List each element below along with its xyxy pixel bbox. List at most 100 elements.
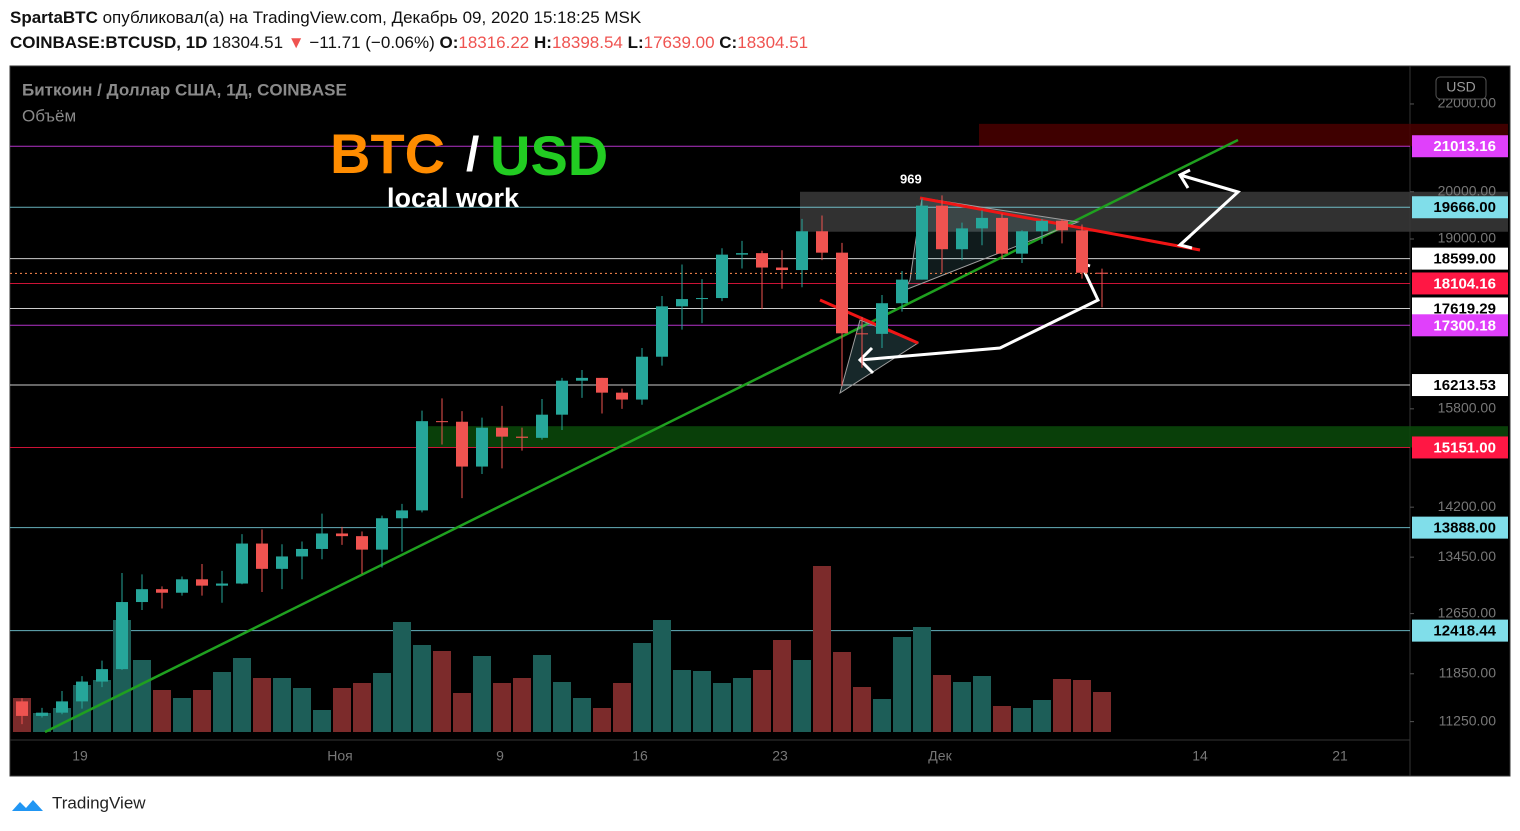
volume-bar — [353, 683, 371, 732]
h-value: 18398.54 — [552, 33, 623, 52]
x-tick-label: 9 — [496, 748, 504, 764]
down-icon: ▼ — [288, 33, 305, 52]
volume-bar — [993, 706, 1011, 732]
x-tick-label: 23 — [772, 748, 788, 764]
candle-body — [216, 583, 228, 586]
volume-bar — [513, 678, 531, 732]
x-tick-label: 19 — [72, 748, 88, 764]
author: SpartaBTC — [10, 8, 98, 27]
volume-bar — [193, 690, 211, 732]
volume-bar — [893, 637, 911, 732]
h-label: H: — [534, 33, 552, 52]
trend-line — [44, 138, 1239, 734]
level-label: 17300.18 — [1433, 317, 1496, 334]
level-badge — [1412, 619, 1508, 642]
candle-body — [116, 602, 128, 670]
level-badge — [1412, 272, 1508, 295]
volume-bar — [33, 713, 51, 732]
candle-body — [136, 589, 148, 603]
candle-body — [196, 579, 208, 586]
volume-bar — [633, 643, 651, 732]
candle-body — [336, 533, 348, 537]
volume-bar — [653, 620, 671, 732]
levels — [10, 145, 1410, 632]
candle-body — [976, 217, 988, 229]
volume-bar — [553, 682, 571, 732]
subtitle: local work — [387, 183, 520, 213]
l-value: 17639.00 — [644, 33, 715, 52]
level-badge — [1412, 374, 1508, 397]
arrow-head — [857, 346, 875, 375]
level-label: 12418.44 — [1433, 623, 1496, 640]
candle-body — [1036, 220, 1048, 232]
level-badge — [1412, 436, 1508, 459]
level-badge — [1412, 297, 1508, 320]
volume-bar — [813, 566, 831, 732]
candle-body — [736, 253, 748, 255]
y-tick-label: 13450.00 — [1438, 548, 1497, 564]
published: опубликовал(а) на TradingView.com, Декаб… — [103, 8, 642, 27]
candle-body — [476, 427, 488, 467]
candle-body — [756, 253, 768, 268]
zone — [979, 123, 1508, 147]
candle-body — [296, 548, 308, 557]
volume-bar — [133, 660, 151, 732]
volume-bar — [933, 675, 951, 732]
l-label: L: — [628, 33, 644, 52]
volume-bar — [833, 652, 851, 732]
x-tick-label: Ноя — [327, 748, 352, 764]
o-label: O: — [439, 33, 458, 52]
logo-icon — [12, 800, 43, 811]
volume-bar — [713, 683, 731, 732]
volume-bar — [1093, 692, 1111, 732]
volume-bar — [873, 699, 891, 732]
y-tick-label: 14200.00 — [1438, 498, 1497, 514]
arrow-head — [1176, 234, 1193, 250]
candle-body — [316, 533, 328, 549]
candle-body — [636, 356, 648, 400]
candle-body — [836, 252, 848, 334]
volume-bar — [1073, 680, 1091, 732]
candle-body — [1056, 220, 1068, 231]
candle-body — [576, 377, 588, 381]
candle-body — [356, 536, 368, 550]
y-tick-label: 15800.00 — [1438, 400, 1497, 416]
arrow-head — [1177, 168, 1191, 189]
volume-bar — [613, 683, 631, 732]
level-badge — [1412, 196, 1508, 219]
candle-body — [656, 306, 668, 357]
level-label: 13888.00 — [1433, 520, 1496, 537]
brand: TradingView — [52, 793, 146, 812]
volume-bar — [533, 655, 551, 732]
volume-bar — [413, 645, 431, 732]
volume-bar — [213, 672, 231, 732]
candle-body — [416, 421, 428, 511]
candle-body — [436, 421, 448, 423]
price-axis: 22000.0020000.0019000.0015800.0014200.00… — [1410, 95, 1508, 728]
footer-logo: TradingView — [12, 793, 146, 812]
candle-body — [696, 298, 708, 300]
candle-body — [16, 701, 28, 716]
volume-bar — [753, 670, 771, 732]
peak-label: 969 — [900, 171, 922, 186]
volume-bar — [373, 673, 391, 732]
candle-body — [556, 380, 568, 415]
candle-body — [236, 543, 248, 584]
candle-body — [676, 299, 688, 307]
volume-bar — [773, 640, 791, 732]
chart-panel — [9, 65, 1511, 777]
change: −11.71 (−0.06%) — [309, 33, 434, 52]
volume-bar — [1033, 700, 1051, 732]
level-label: 16213.53 — [1433, 377, 1496, 394]
candle-body — [936, 205, 948, 250]
currency: USD — [1446, 79, 1476, 95]
candle-body — [456, 421, 468, 467]
candle-body — [796, 231, 808, 271]
level-label: 21013.16 — [1433, 138, 1496, 155]
candle-body — [176, 579, 188, 593]
symbol-line: COINBASE:BTCUSD, 1D 18304.51 ▼ −11.71 (−… — [10, 33, 808, 52]
candle-body — [716, 254, 728, 299]
volume-bar — [853, 687, 871, 732]
